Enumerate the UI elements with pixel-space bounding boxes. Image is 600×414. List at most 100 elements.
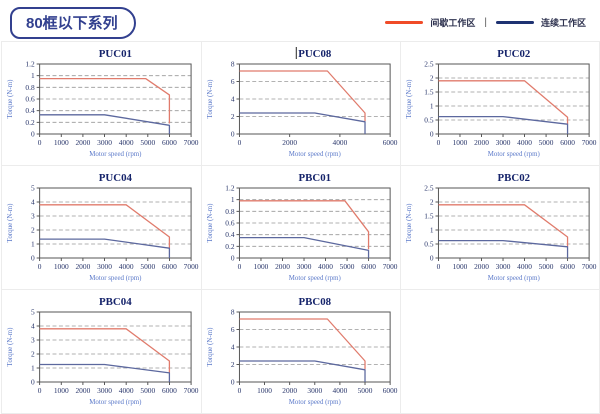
series-line <box>239 112 366 134</box>
y-tick-label: 0.6 <box>25 94 35 103</box>
x-tick-label: 0 <box>38 138 42 147</box>
x-tick-label: 4000 <box>517 262 532 271</box>
x-tick-label: 1000 <box>54 262 69 271</box>
y-tick-label: 0.8 <box>225 207 235 216</box>
x-tick-label: 0 <box>238 386 242 395</box>
y-tick-label: 2 <box>231 112 235 121</box>
chart-cell-pbc04: 0 1 2 3 4 5 0 1000 2000 3000 4000 5000 6000 7000 PBC04… <box>2 290 202 414</box>
y-tick-label: 2 <box>231 360 235 369</box>
y-tick-label: 3 <box>31 211 35 220</box>
y-tick-label: 0.6 <box>225 218 235 227</box>
chart-title: PBC02 <box>498 172 530 184</box>
y-tick-label: 0 <box>31 377 35 386</box>
x-axis-label: Motor speed (rpm) <box>289 274 341 282</box>
y-tick-label: 1.2 <box>225 183 235 192</box>
x-axis-label: Motor speed (rpm) <box>488 150 540 158</box>
series-line <box>39 238 171 258</box>
x-tick-label: 4000 <box>333 138 348 147</box>
legend-separator: | <box>484 17 487 28</box>
chart-cell-puc01: 0 0.2 0.4 0.6 0.8 1 1.2 0 1000 2000 3000 4000 5000 60… <box>2 42 202 166</box>
y-tick-label: 1 <box>430 225 434 234</box>
legend: 间歇工作区 | 连续工作区 <box>385 16 586 29</box>
plot-border <box>39 187 192 259</box>
x-tick-label: 0 <box>238 262 242 271</box>
chart-cell-pbc01: 0 0.2 0.4 0.6 0.8 1 1.2 0 1000 2000 3000 4000 5000 60… <box>202 166 401 290</box>
chart-cell-puc04: 0 1 2 3 4 5 0 1000 2000 3000 4000 5000 6000 7000 PUC04… <box>2 166 202 290</box>
y-tick-label: 0.8 <box>25 83 35 92</box>
y-tick-label: 0 <box>231 253 235 262</box>
chart-pbc01: 0 0.2 0.4 0.6 0.8 1 1.2 0 1000 2000 3000 4000 5000 60… <box>206 172 398 282</box>
x-tick-label: 1000 <box>54 138 69 147</box>
x-tick-label: 0 <box>238 138 242 147</box>
y-axis-label: Torque (N-m) <box>6 203 14 243</box>
x-tick-label: 4000 <box>119 386 134 395</box>
y-axis-label: Torque (N-m) <box>206 204 214 243</box>
series-line <box>438 239 569 258</box>
chart-cell-pbc08: 0 2 4 6 8 0 1000 2000 3000 4000 5000 6000 PBC08 Motor… <box>202 290 401 414</box>
series-line <box>239 236 370 258</box>
y-tick-label: 0.4 <box>225 230 235 239</box>
x-tick-label: 1000 <box>54 386 69 395</box>
y-axis-label: Torque (N-m) <box>405 204 413 243</box>
x-tick-label: 4000 <box>318 262 333 271</box>
x-tick-label: 5000 <box>140 138 155 147</box>
plot-border <box>437 187 590 259</box>
y-tick-label: 4 <box>231 342 235 351</box>
x-tick-label: 1000 <box>453 262 468 271</box>
x-tick-label: 7000 <box>184 386 199 395</box>
y-tick-label: 0 <box>231 377 235 386</box>
y-tick-label: 2 <box>31 225 35 234</box>
y-tick-label: 1.5 <box>424 211 434 220</box>
x-tick-label: 5000 <box>539 262 554 271</box>
y-tick-label: 8 <box>231 59 235 68</box>
y-tick-label: 1.2 <box>25 59 35 68</box>
y-tick-label: 8 <box>231 307 235 316</box>
x-axis-label: Motor speed (rpm) <box>488 274 540 282</box>
chart-cell-puc08: 0 2 4 6 8 0 2000 4000 6000 PUC08 Motor speed (rpm)… <box>202 42 401 166</box>
y-tick-label: 0 <box>430 129 434 138</box>
chart-puc01: 0 0.2 0.4 0.6 0.8 1 1.2 0 1000 2000 3000 4000 5000 60… <box>6 48 199 158</box>
x-tick-label: 4000 <box>119 262 134 271</box>
x-tick-label: 5000 <box>539 138 554 147</box>
y-axis-label: Torque (N-m) <box>6 79 14 119</box>
y-tick-label: 2 <box>31 349 35 358</box>
plot-border <box>238 187 391 259</box>
x-tick-label: 6000 <box>560 138 575 147</box>
header: 80框以下系列 间歇工作区 | 连续工作区 <box>0 0 600 41</box>
series-title-badge: 80框以下系列 <box>10 7 136 39</box>
x-tick-label: 6000 <box>383 138 398 147</box>
x-tick-label: 6000 <box>361 262 376 271</box>
series-line <box>39 114 171 134</box>
x-tick-label: 2000 <box>75 386 90 395</box>
series-line <box>39 328 171 373</box>
series-line <box>39 204 171 249</box>
y-tick-label: 0.5 <box>424 115 434 124</box>
y-axis-label: Torque (N-m) <box>6 327 14 367</box>
y-tick-label: 0 <box>31 129 35 138</box>
chart-puc08: 0 2 4 6 8 0 2000 4000 6000 PUC08 Motor speed (rpm)… <box>206 47 398 158</box>
x-tick-label: 0 <box>38 386 42 395</box>
y-tick-label: 2 <box>430 197 434 206</box>
x-tick-label: 2000 <box>474 138 489 147</box>
plot-border <box>238 311 391 383</box>
y-tick-label: 0.4 <box>25 106 35 115</box>
y-tick-label: 2.5 <box>424 183 434 192</box>
chart-pbc04: 0 1 2 3 4 5 0 1000 2000 3000 4000 5000 6000 7000 PBC04… <box>6 296 199 406</box>
x-axis-label: Motor speed (rpm) <box>89 274 142 282</box>
x-tick-label: 5000 <box>358 386 373 395</box>
x-tick-label: 0 <box>38 262 42 271</box>
y-tick-label: 0 <box>231 129 235 138</box>
y-tick-label: 1 <box>231 195 235 204</box>
chart-grid: 0 0.2 0.4 0.6 0.8 1 1.2 0 1000 2000 3000 4000 5000 60… <box>1 41 600 414</box>
series-line <box>39 77 171 124</box>
x-tick-label: 3000 <box>307 386 322 395</box>
chart-title: PUC02 <box>497 48 530 60</box>
chart-cell-pbc02: 0 0.5 1 1.5 2 2.5 0 1000 2000 3000 4000 5000 6000 700… <box>401 166 600 290</box>
x-tick-label: 1000 <box>453 138 468 147</box>
x-tick-label: 3000 <box>97 262 112 271</box>
x-tick-label: 2000 <box>75 138 90 147</box>
chart-title: PBC04 <box>99 296 132 308</box>
x-tick-label: 0 <box>437 262 441 271</box>
x-tick-label: 6000 <box>162 386 177 395</box>
series-line <box>438 115 569 134</box>
